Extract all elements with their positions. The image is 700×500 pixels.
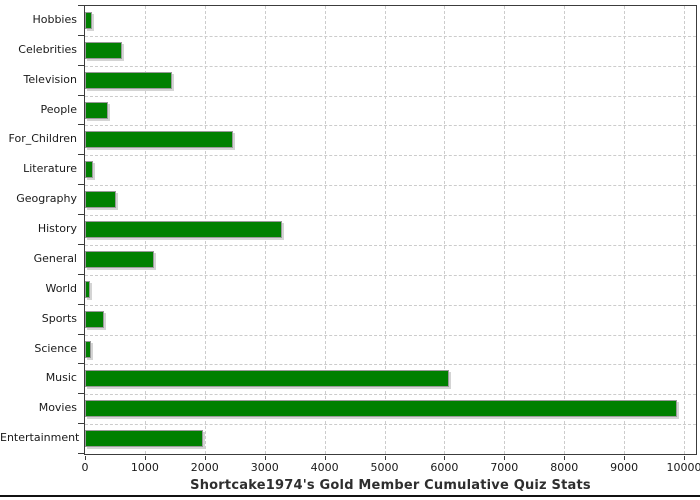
- category-label: For_Children: [8, 132, 77, 146]
- bar: [85, 340, 92, 358]
- horizontal-gridline: [85, 65, 696, 67]
- horizontal-gridline: [85, 125, 696, 127]
- y-axis-tick: [78, 243, 84, 245]
- x-axis-tick: [684, 456, 686, 460]
- bar: [85, 41, 123, 59]
- y-axis-tick: [78, 453, 84, 454]
- y-axis-tick: [78, 154, 84, 156]
- vertical-gridline: [384, 6, 386, 454]
- y-axis-tick: [78, 94, 84, 96]
- y-axis-tick: [78, 124, 84, 126]
- bar: [85, 370, 449, 388]
- x-tick-label: 4000: [310, 461, 339, 474]
- horizontal-gridline: [85, 215, 696, 217]
- y-axis-tick: [78, 303, 84, 305]
- horizontal-gridline: [85, 95, 696, 97]
- chart-title: Shortcake1974's Gold Member Cumulative Q…: [190, 478, 591, 493]
- x-axis-tick: [144, 456, 146, 460]
- bar: [85, 310, 104, 328]
- category-label: Music: [45, 371, 77, 385]
- category-label: General: [33, 251, 77, 265]
- bar: [85, 280, 90, 298]
- x-tick-label: 9000: [610, 461, 639, 474]
- vertical-gridline: [504, 6, 506, 454]
- y-axis-tick: [78, 393, 84, 395]
- vertical-gridline: [564, 6, 566, 454]
- bar: [85, 221, 283, 239]
- x-tick-label: 7000: [490, 461, 519, 474]
- y-axis-tick: [78, 273, 84, 275]
- horizontal-gridline: [85, 424, 696, 426]
- plot-area: [84, 5, 697, 455]
- x-tick-label: 8000: [550, 461, 579, 474]
- y-axis-tick: [78, 214, 84, 216]
- x-axis-tick: [504, 456, 506, 460]
- category-label: Hobbies: [32, 13, 77, 26]
- category-label: Literature: [23, 162, 77, 176]
- horizontal-gridline: [85, 35, 696, 37]
- category-label: People: [40, 102, 77, 116]
- category-label: Entertainment: [0, 431, 80, 445]
- x-tick-label: 5000: [370, 461, 399, 474]
- category-label: Movies: [38, 401, 77, 415]
- vertical-gridline: [444, 6, 446, 454]
- bar: [85, 250, 154, 268]
- x-axis-tick: [384, 456, 386, 460]
- horizontal-gridline: [85, 394, 696, 396]
- y-axis-tick: [78, 184, 84, 186]
- vertical-gridline: [624, 6, 626, 454]
- horizontal-gridline: [85, 185, 696, 187]
- x-tick-label: 10000: [666, 461, 700, 474]
- horizontal-gridline: [85, 155, 696, 157]
- y-axis-tick: [78, 64, 84, 66]
- horizontal-gridline: [85, 274, 696, 276]
- y-axis-tick: [78, 423, 84, 425]
- bottom-border-line: [0, 495, 700, 497]
- category-label: Television: [23, 72, 78, 86]
- bar: [85, 101, 109, 119]
- bar: [85, 400, 678, 418]
- category-label: Celebrities: [18, 42, 77, 56]
- vertical-gridline: [324, 6, 326, 454]
- category-label: Science: [34, 341, 77, 355]
- x-tick-label: 2000: [190, 461, 219, 474]
- y-axis-tick: [78, 5, 84, 6]
- category-label: Geography: [16, 192, 77, 206]
- x-tick-label: 6000: [430, 461, 459, 474]
- horizontal-gridline: [85, 334, 696, 336]
- x-tick-label: 1000: [130, 461, 159, 474]
- x-axis-tick: [624, 456, 626, 460]
- horizontal-gridline: [85, 304, 696, 306]
- bar: [85, 191, 116, 209]
- horizontal-gridline: [85, 244, 696, 246]
- bar: [85, 430, 203, 448]
- x-tick-label: 0: [81, 461, 89, 474]
- horizontal-gridline: [85, 364, 696, 366]
- x-axis-tick: [564, 456, 566, 460]
- x-axis-tick: [264, 456, 266, 460]
- x-tick-label: 3000: [250, 461, 279, 474]
- x-axis-tick: [204, 456, 206, 460]
- category-label: Sports: [41, 311, 77, 325]
- x-axis-tick: [85, 456, 86, 460]
- vertical-gridline: [684, 6, 686, 454]
- y-axis-tick: [78, 34, 84, 36]
- bar: [85, 161, 94, 179]
- bar: [85, 131, 234, 149]
- x-axis-tick: [444, 456, 446, 460]
- y-axis-tick: [78, 363, 84, 365]
- x-axis-tick: [324, 456, 326, 460]
- category-label: History: [37, 222, 77, 236]
- bar: [85, 71, 173, 89]
- y-axis-tick: [78, 333, 84, 335]
- bar: [85, 12, 92, 29]
- category-label: World: [45, 281, 77, 295]
